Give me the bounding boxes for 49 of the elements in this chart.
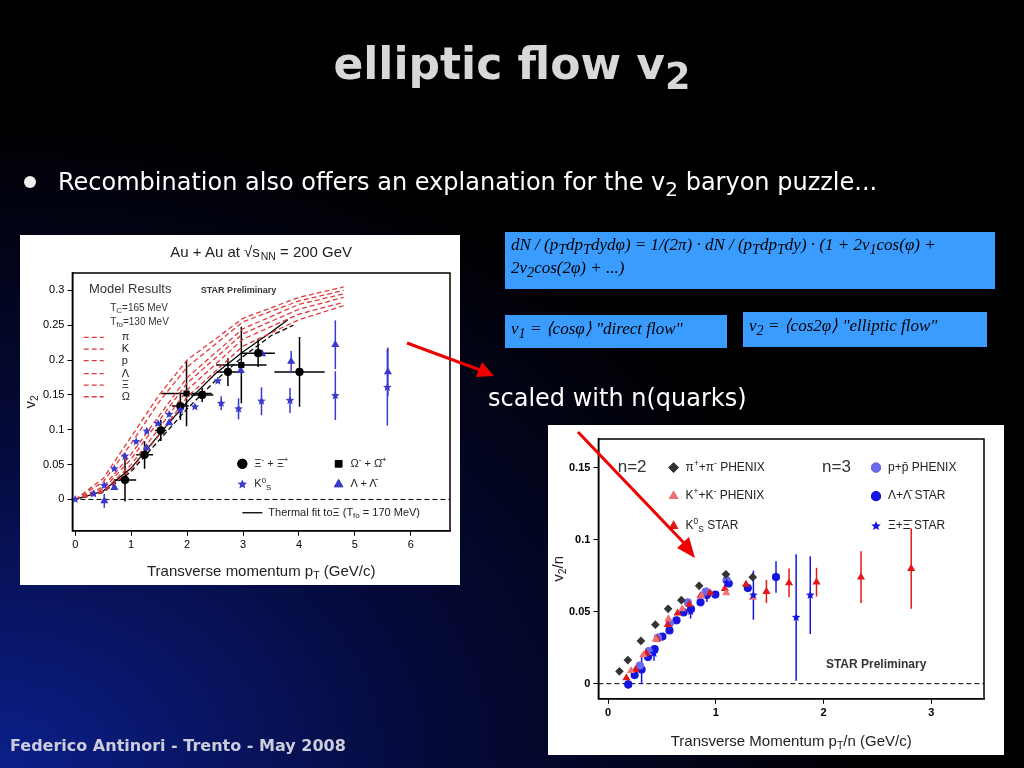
legend-label: K <box>121 342 130 355</box>
legend-label: Ω- + Ω̄+ <box>350 455 388 469</box>
legend-label: Λ+Λ̄ STAR <box>888 488 946 503</box>
text: v$_{2}$ = ⟨cos2φ⟩ "elliptic flow" <box>743 312 987 347</box>
x-tick-label: 0 <box>605 706 612 719</box>
legend-label: Λ <box>121 366 130 379</box>
legend-label: Ω <box>121 389 130 402</box>
text: Recombination also offers an explanation for the v$_{2}$ baryon puzzle... <box>58 168 878 201</box>
legend-label: p <box>121 353 128 366</box>
y-tick-label: 0.3 <box>49 283 65 296</box>
x-tick-label: 5 <box>351 538 358 551</box>
x-tick-label: 0 <box>72 538 79 551</box>
y-tick-label: 0 <box>58 492 65 505</box>
y-tick-label: 0.1 <box>575 532 591 545</box>
x-tick-label: 3 <box>928 706 935 719</box>
annotation: STAR Preliminary <box>825 657 927 672</box>
legend-label: π <box>121 330 130 343</box>
annotation: n=2 <box>617 457 647 477</box>
y-tick-label: 0.05 <box>42 457 65 470</box>
annotation: STAR Preliminary <box>200 284 277 295</box>
x-tick-label: 6 <box>407 538 414 551</box>
annotation: Model Results <box>89 281 172 297</box>
legend-label: Λ + Λ̄ <box>350 477 379 490</box>
legend-label: Ξ+Ξ̄ STAR <box>888 518 946 533</box>
x-tick-label: 2 <box>184 538 191 551</box>
text: v$_{1}$ = ⟨cosφ⟩ "direct flow" <box>505 315 727 348</box>
y-tick-label: 0.15 <box>42 387 65 400</box>
y-tick-label: 0.1 <box>49 422 65 435</box>
legend-label: π++π- PHENIX <box>685 457 765 474</box>
annotation: n=3 <box>822 457 851 477</box>
text: Federico Antinori - Trento - May 2008 <box>10 736 346 755</box>
y-tick-label: 0.05 <box>568 604 591 617</box>
legend-label: Ξ- + Ξ̄+ <box>254 455 289 469</box>
text: elliptic flow v$_{2}$ <box>332 38 692 98</box>
text: dN / (p$_{T}$dp$_{T}$dydφ) = 1/(2π) · dN / (p$_{T}$dp$_{T}$dy) · (1 + 2v$_{1}$cos(φ) + 2v$_{2}$cos(2φ) + ...) <box>511 235 936 281</box>
y-tick-label: 0 <box>584 676 591 689</box>
x-tick-label: 1 <box>712 706 719 719</box>
y-tick-label: 0.15 <box>568 460 591 473</box>
legend-label: Ξ <box>121 378 129 391</box>
y-axis-title: v2 <box>21 395 41 409</box>
x-tick-label: 2 <box>820 706 827 719</box>
legend-label: p+p̄ PHENIX <box>888 459 957 474</box>
y-tick-label: 0.25 <box>42 318 65 331</box>
y-tick-label: 0.2 <box>49 353 65 366</box>
x-tick-label: 1 <box>128 538 135 551</box>
x-tick-label: 3 <box>239 538 247 551</box>
legend-label: K++K- PHENIX <box>685 486 765 503</box>
text: scaled with n(quarks) <box>488 384 747 412</box>
x-tick-label: 4 <box>295 538 303 551</box>
